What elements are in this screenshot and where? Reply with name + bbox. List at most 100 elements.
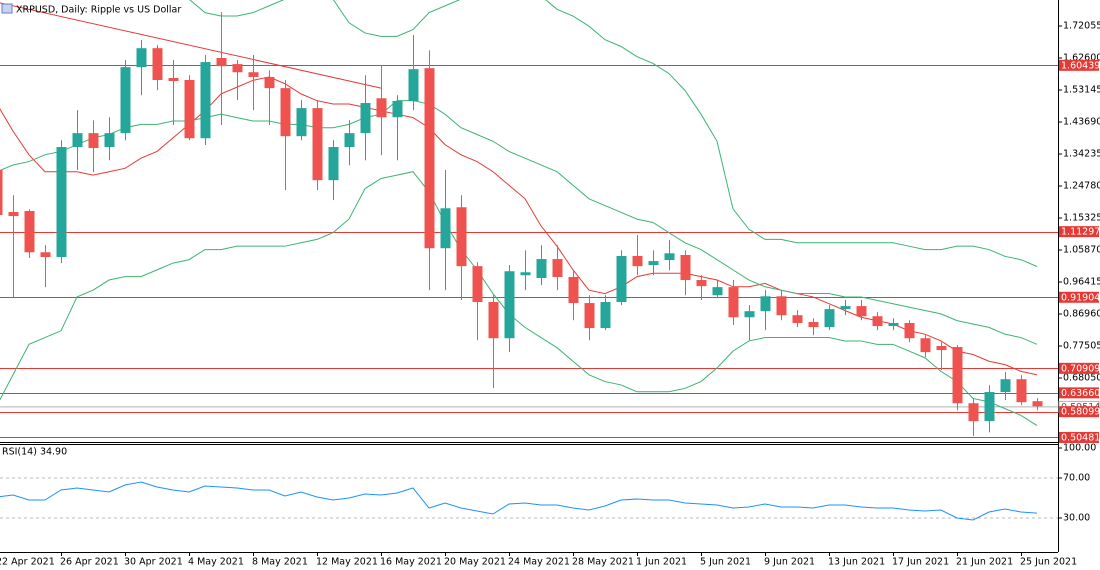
candle-body (824, 309, 835, 328)
level-label: 0.63660 (1061, 388, 1100, 399)
y-tick-label: 1.15325 (1063, 213, 1100, 224)
x-tick-label: 5 Jun 2021 (700, 557, 751, 568)
y-tick-label: 0.77505 (1063, 341, 1100, 352)
candle-body (200, 62, 211, 139)
candle-body (968, 403, 979, 422)
rsi-title: RSI(14) 34.90 (2, 447, 67, 458)
candle-body (664, 253, 675, 261)
y-tick-label: 1.53145 (1063, 85, 1100, 96)
candle-body (696, 280, 707, 287)
candle-body (216, 58, 227, 67)
candle-body (632, 255, 643, 267)
candle-body (424, 68, 435, 249)
level-label-box (1059, 226, 1099, 238)
candle-body (1016, 379, 1027, 403)
candle-body (488, 302, 499, 339)
x-tick-label: 16 May 2021 (380, 557, 442, 568)
candle-body (0, 170, 3, 216)
candle-body (568, 276, 579, 304)
candle-body (808, 321, 819, 328)
level-label: 1.60439 (1061, 60, 1100, 71)
candle-body (456, 207, 467, 267)
candle-body (184, 80, 195, 139)
level-label-box (1059, 406, 1099, 418)
candle-body (408, 69, 419, 101)
level-label: 0.58099 (1061, 407, 1100, 418)
candle-body (600, 302, 611, 329)
x-tick-label: 9 Jun 2021 (764, 557, 815, 568)
level-label-box (1059, 362, 1099, 374)
level-label-box (1059, 387, 1099, 399)
candle-body (584, 303, 595, 329)
x-tick-label: 8 May 2021 (252, 557, 308, 568)
y-tick-label: 1.62600 (1063, 53, 1100, 64)
x-tick-label: 12 May 2021 (316, 557, 378, 568)
x-tick-label: 1 Jun 2021 (636, 557, 687, 568)
candle-body (872, 316, 883, 327)
x-tick-label: 21 Jun 2021 (956, 557, 1013, 568)
price-pane (0, 0, 1058, 438)
candle-body (312, 108, 323, 181)
candle-body (984, 392, 995, 422)
candle-body (728, 287, 739, 318)
y-tick-label: 1.24780 (1063, 181, 1100, 192)
indicator-line (0, 100, 1038, 345)
candle-body (792, 315, 803, 324)
candle-body (472, 266, 483, 303)
candle-body (904, 323, 915, 339)
rsi-line (0, 481, 1038, 521)
y-tick-label: 30.00 (1063, 513, 1090, 524)
candle-body (344, 133, 355, 148)
x-tick-label: 17 Jun 2021 (892, 557, 949, 568)
level-label-box (1059, 431, 1099, 443)
x-tick-label: 22 Apr 2021 (0, 557, 55, 568)
symbol-icon (1, 3, 13, 14)
indicator-line (189, 0, 1038, 267)
candle-body (8, 211, 19, 217)
y-tick-label: 0.86960 (1063, 309, 1100, 320)
candle-body (248, 72, 259, 77)
candle-body (744, 311, 755, 318)
candle-body (840, 306, 851, 310)
candle-body (536, 259, 547, 278)
x-tick-label: 26 Apr 2021 (60, 557, 119, 568)
candle-body (520, 272, 531, 276)
level-label: 0.50481 (1061, 432, 1100, 443)
y-tick-label: 1.43690 (1063, 117, 1100, 128)
candle-body (104, 133, 115, 148)
candle-body (168, 77, 179, 82)
candle-body (360, 103, 371, 134)
candle-body (296, 108, 307, 137)
candle-body (504, 271, 515, 339)
level-label: 0.91904 (1061, 292, 1100, 303)
y-tick-label: 1.34235 (1063, 149, 1100, 160)
y-tick-label: 0.96415 (1063, 277, 1100, 288)
candle-body (1032, 401, 1043, 407)
candle-body (392, 100, 403, 118)
candle-body (888, 323, 899, 327)
x-tick-label: 30 Apr 2021 (124, 557, 183, 568)
level-label-box (1059, 59, 1099, 71)
candle-body (120, 67, 131, 134)
x-tick-label: 13 Jun 2021 (828, 557, 885, 568)
candle-body (712, 287, 723, 296)
candle-body (856, 306, 867, 317)
candle-body (760, 296, 771, 312)
candle-body (920, 338, 931, 353)
candle-body (776, 296, 787, 316)
y-tick-label: 1.72055 (1063, 21, 1100, 32)
y-tick-label: 1.05870 (1063, 245, 1100, 256)
rsi-pane (0, 477, 1058, 521)
candle-body (40, 252, 51, 258)
indicator-line (0, 171, 1038, 426)
candle-body (952, 347, 963, 404)
level-label-box (1059, 291, 1099, 303)
y-tick-label: 70.00 (1063, 473, 1090, 484)
candle-body (136, 48, 147, 68)
level-label: 0.70909 (1061, 363, 1100, 374)
candle-body (552, 259, 563, 277)
